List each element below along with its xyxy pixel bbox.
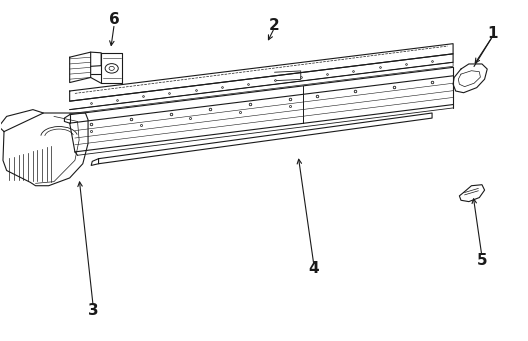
Text: 4: 4 xyxy=(308,261,319,276)
Text: 1: 1 xyxy=(487,26,498,41)
Text: 6: 6 xyxy=(109,13,120,28)
Text: 5: 5 xyxy=(477,253,487,268)
Text: 3: 3 xyxy=(88,303,99,318)
Text: 2: 2 xyxy=(269,18,280,32)
